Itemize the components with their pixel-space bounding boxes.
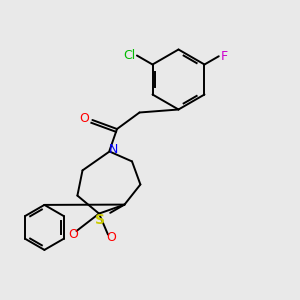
Text: O: O [69, 227, 78, 241]
Text: N: N [109, 142, 118, 156]
Text: S: S [94, 213, 105, 227]
Text: F: F [220, 50, 227, 63]
Text: O: O [79, 112, 89, 125]
Text: Cl: Cl [123, 49, 135, 62]
Text: O: O [106, 231, 116, 244]
